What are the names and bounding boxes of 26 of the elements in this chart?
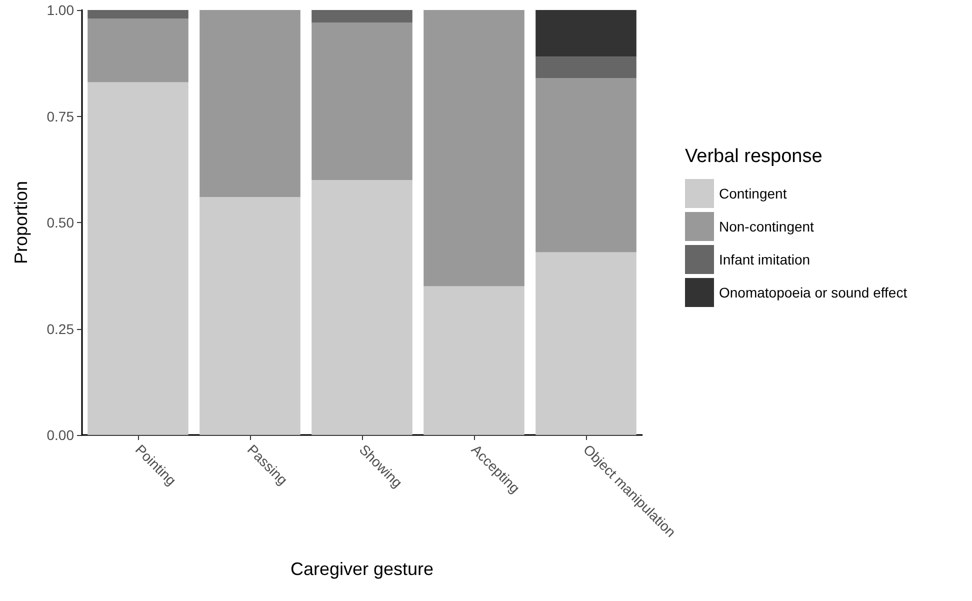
bar <box>536 10 636 57</box>
legend-title: Verbal response <box>685 146 822 167</box>
bar <box>312 22 412 180</box>
bar <box>88 18 188 82</box>
bar <box>88 82 188 435</box>
bar <box>424 10 524 286</box>
bar <box>536 252 636 435</box>
bar <box>312 10 412 23</box>
bar <box>536 56 636 78</box>
legend-label: Infant imitation <box>719 252 810 268</box>
legend-label: Contingent <box>719 186 787 202</box>
legend-label: Non-contingent <box>719 218 814 234</box>
y-tick-label: 1.00 <box>46 2 74 18</box>
bar <box>200 197 300 435</box>
y-tick-label: 0.50 <box>46 214 74 230</box>
y-tick-label: 0.25 <box>46 320 74 337</box>
y-tick-label: 0.00 <box>46 427 74 443</box>
bar <box>88 10 188 18</box>
bar <box>424 286 524 435</box>
bar <box>312 180 412 435</box>
bar <box>200 10 300 197</box>
bar <box>536 78 636 252</box>
x-axis-title: Caregiver gesture <box>290 559 434 579</box>
y-axis-title: Proportion <box>11 180 31 264</box>
legend-label: Onomatopoeia or sound effect <box>719 284 908 300</box>
y-tick-label: 0.75 <box>46 108 74 124</box>
